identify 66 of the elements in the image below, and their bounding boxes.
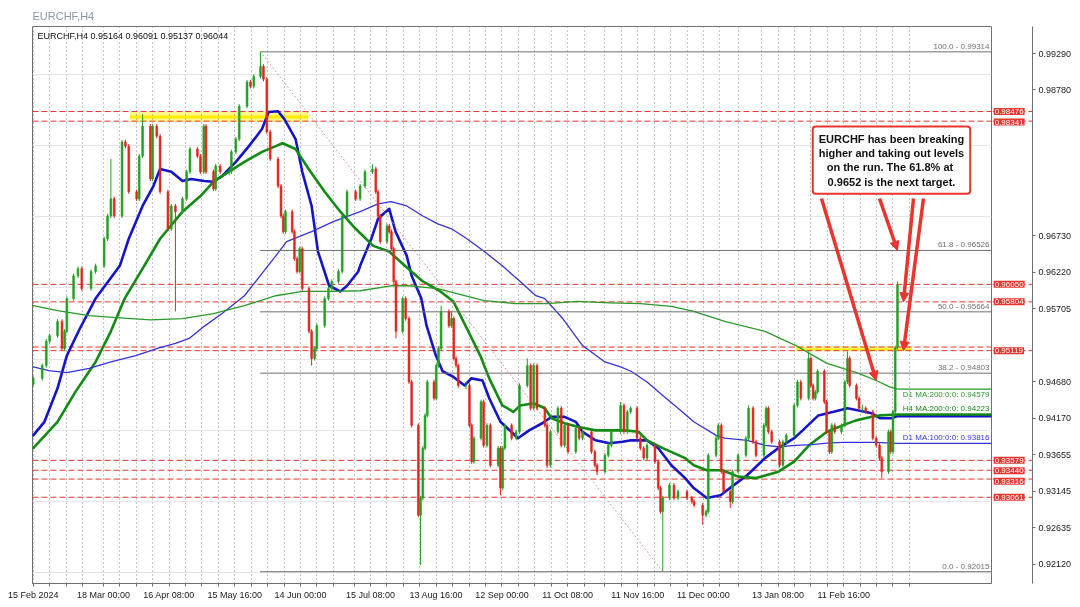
- y-tick-label: 0.94170: [1038, 413, 1072, 424]
- x-tick-label: 15 Jul 08:00: [346, 589, 396, 600]
- chart-subtitle: EURCHF,H4 0.95164 0.96091 0.95137 0.96044: [37, 30, 229, 41]
- candlestick: [472, 435, 476, 465]
- series-label: 38.2 - 0.94803: [937, 363, 991, 373]
- y-tick-label: 0.93145: [1038, 486, 1072, 497]
- candlestick: [556, 405, 560, 435]
- y-tick-label: 0.94680: [1038, 376, 1072, 387]
- ref-line-label: 0.98476: [994, 107, 1025, 117]
- x-tick-label: 11 Oct 08:00: [542, 589, 594, 600]
- candlestick: [526, 357, 529, 389]
- x-tick-label: 14 Jun 00:00: [274, 589, 327, 600]
- ref-line-label: 0.95804: [994, 297, 1025, 307]
- x-tick-label: 11 Feb 16:00: [817, 589, 870, 600]
- candlestick: [799, 379, 803, 401]
- candlestick: [56, 318, 59, 339]
- x-tick-label: 13 Aug 16:00: [409, 589, 463, 600]
- series-label: 100.0 - 0.99314: [933, 41, 991, 51]
- y-tick-label: 0.98780: [1038, 84, 1072, 95]
- x-tick-label: 15 Feb 2024: [7, 589, 59, 600]
- y-tick-label: 0.96220: [1038, 267, 1072, 278]
- candlestick: [432, 379, 436, 401]
- x-tick-label: 11 Nov 16:00: [611, 589, 665, 600]
- x-tick-label: 11 Dec 00:00: [676, 589, 730, 600]
- candlestick: [363, 169, 367, 189]
- candlestick: [174, 203, 177, 312]
- candlestick: [485, 422, 489, 448]
- y-tick-label: 0.93655: [1038, 449, 1072, 460]
- series-label: D1 MA:200:0:0: 0.94579: [902, 390, 991, 400]
- series-label: H4 MA:200:0:0: 0.94223: [902, 404, 991, 414]
- chart-title: EURCHF,H4: [32, 9, 95, 22]
- candlestick: [80, 266, 83, 292]
- ref-line-label: 0.93316: [994, 476, 1025, 486]
- ref-line-label: 0.95119: [994, 346, 1024, 356]
- series-label: 0.0 - 0.92015: [942, 561, 991, 571]
- annotation: EURCHF has been breaking higher and taking out levels on the run. The 61.8% at 0.9652 is the next target.: [818, 132, 965, 188]
- x-tick-label: 18 Mar 00:00: [76, 589, 130, 600]
- candlestick: [89, 268, 93, 292]
- candlestick: [701, 502, 704, 526]
- candlestick: [259, 51, 262, 79]
- y-tick-label: 0.92635: [1038, 522, 1072, 533]
- ref-line-label: 0.93579: [994, 455, 1025, 465]
- candlestick: [563, 422, 566, 448]
- candlestick: [781, 439, 785, 468]
- y-tick-label: 0.92120: [1038, 559, 1072, 570]
- ref-line-label: 0.96050: [994, 279, 1025, 289]
- candlestick: [170, 203, 173, 232]
- candlestick: [736, 452, 740, 475]
- candlestick: [626, 409, 629, 435]
- series-label: D1 MA:100:0:0: 0.93816: [902, 433, 991, 443]
- y-tick-label: 0.95705: [1038, 303, 1072, 314]
- x-tick-label: 15 May 16:00: [207, 589, 263, 600]
- candlestick: [778, 439, 781, 468]
- x-tick-label: 13 Jan 08:00: [752, 589, 805, 600]
- candlestick: [113, 196, 116, 219]
- ref-line-label: 0.93061: [994, 492, 1025, 502]
- ref-line-label: 0.98341: [994, 117, 1025, 127]
- series-label: 50.0 - 0.95664: [937, 301, 991, 311]
- series-label: 61.8 - 0.96526: [937, 240, 991, 250]
- y-tick-label: 0.99290: [1038, 48, 1072, 59]
- candlestick: [574, 425, 577, 455]
- ref-line-label: 0.93440: [994, 466, 1025, 476]
- y-tick-label: 0.96730: [1038, 230, 1072, 241]
- x-tick-label: 12 Sep 00:00: [475, 589, 529, 600]
- x-tick-label: 16 Apr 08:00: [143, 589, 195, 600]
- candlestick: [464, 381, 468, 390]
